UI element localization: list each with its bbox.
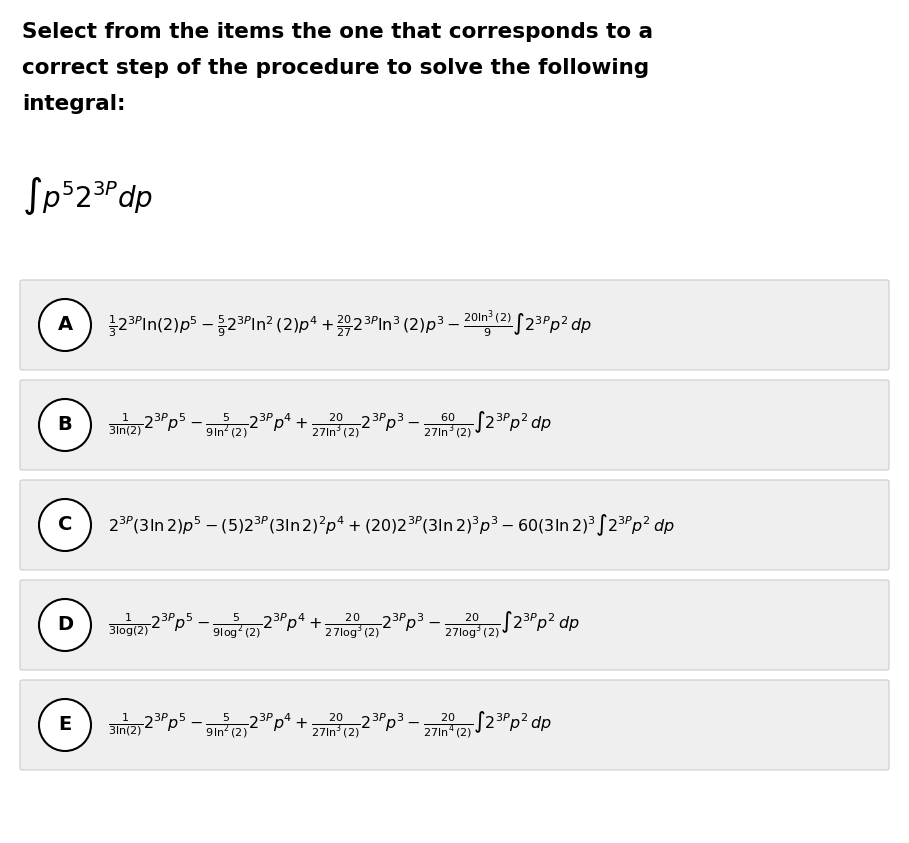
Text: integral:: integral: xyxy=(22,94,125,114)
FancyBboxPatch shape xyxy=(20,580,889,670)
Text: A: A xyxy=(57,315,73,335)
FancyBboxPatch shape xyxy=(20,480,889,570)
FancyBboxPatch shape xyxy=(20,680,889,770)
Text: C: C xyxy=(58,516,72,534)
Text: D: D xyxy=(57,615,73,635)
Circle shape xyxy=(39,499,91,551)
Text: Select from the items the one that corresponds to a: Select from the items the one that corre… xyxy=(22,22,654,42)
Text: $\int p^52^{3P}dp$: $\int p^52^{3P}dp$ xyxy=(22,175,154,217)
Text: correct step of the procedure to solve the following: correct step of the procedure to solve t… xyxy=(22,58,649,78)
FancyBboxPatch shape xyxy=(20,380,889,470)
Circle shape xyxy=(39,299,91,351)
Text: $2^{3P}(3\ln2)p^5 - (5)2^{3P}(3\ln2)^2p^4 + (20)2^{3P}(3\ln2)^3p^3 - 60(3\ln2)^3: $2^{3P}(3\ln2)p^5 - (5)2^{3P}(3\ln2)^2p^… xyxy=(108,513,674,538)
Circle shape xyxy=(39,399,91,451)
Text: $\frac{1}{3}2^{3P}\ln(2)p^5 - \frac{5}{9}2^{3P}\ln^2(2)p^4 + \frac{20}{27}2^{3P}: $\frac{1}{3}2^{3P}\ln(2)p^5 - \frac{5}{9… xyxy=(108,309,592,341)
Text: E: E xyxy=(58,716,72,734)
Text: $\frac{1}{3\ln(2)}2^{3P}p^5 - \frac{5}{9\ln^2(2)}2^{3P}p^4 + \frac{20}{27\ln^3(2: $\frac{1}{3\ln(2)}2^{3P}p^5 - \frac{5}{9… xyxy=(108,710,552,740)
Circle shape xyxy=(39,599,91,651)
Text: $\frac{1}{3\ln(2)}2^{3P}p^5 - \frac{5}{9\ln^2(2)}2^{3P}p^4 + \frac{20}{27\ln^3(2: $\frac{1}{3\ln(2)}2^{3P}p^5 - \frac{5}{9… xyxy=(108,410,552,440)
Text: B: B xyxy=(57,416,73,434)
Text: $\frac{1}{3\log(2)}2^{3P}p^5 - \frac{5}{9\log^2(2)}2^{3P}p^4 + \frac{20}{27\log^: $\frac{1}{3\log(2)}2^{3P}p^5 - \frac{5}{… xyxy=(108,609,580,641)
Circle shape xyxy=(39,699,91,751)
FancyBboxPatch shape xyxy=(20,280,889,370)
